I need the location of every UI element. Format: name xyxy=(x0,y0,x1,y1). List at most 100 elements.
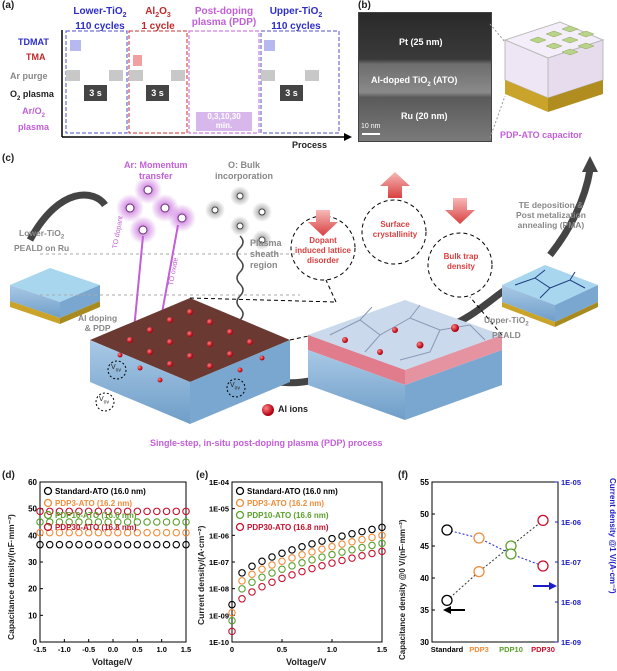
e-point xyxy=(308,564,316,573)
d-point xyxy=(104,507,112,516)
f-capacitance-point xyxy=(441,594,453,607)
d-point xyxy=(133,518,142,526)
e-point xyxy=(358,527,366,536)
e-point xyxy=(338,556,346,565)
d-xlabel: Voltage/V xyxy=(92,657,133,667)
e-point xyxy=(288,554,296,562)
f-ytick-left-label: 45 xyxy=(420,542,429,551)
e-point xyxy=(378,539,386,548)
row-label-tdmat: TDMAT xyxy=(18,37,49,47)
d-point xyxy=(162,518,171,526)
e-point xyxy=(378,523,386,532)
f-right-axis-arrowhead xyxy=(549,582,557,590)
c-arrow-1 xyxy=(26,191,108,242)
d-point xyxy=(75,528,83,537)
d-ytick-label: 0 xyxy=(33,638,38,647)
e-point xyxy=(298,559,306,567)
e-xtick-label: 0 xyxy=(230,645,234,654)
f-xtick-label: PDP3 xyxy=(469,645,489,654)
f-ytick-right-label: 1E-08 xyxy=(561,598,581,607)
f-ytick-right-label: 1E-05 xyxy=(561,478,581,487)
e-point xyxy=(268,569,276,577)
cap-ru-right xyxy=(548,80,603,112)
e-point xyxy=(238,585,246,593)
lower-peald-label: Lower-TiO2 PEALD on Ru xyxy=(14,228,70,253)
d-point xyxy=(84,518,93,526)
d-point xyxy=(36,540,44,549)
dopant-disorder-label: Dopant induced lattice disorder xyxy=(294,236,351,265)
d-point xyxy=(123,540,132,549)
time-label-1: 3 s xyxy=(89,88,102,98)
plasma-sheath-label: Plasma sheath region xyxy=(250,238,282,270)
e-legend-marker xyxy=(235,522,245,532)
e-point xyxy=(298,567,306,576)
f-ytick-right-label: 1E-09 xyxy=(561,638,581,647)
d-point xyxy=(45,540,54,549)
tdmat-pulse-2 xyxy=(264,40,275,51)
row-label-o2-plasma: O2 plasma xyxy=(10,89,54,102)
d-point xyxy=(182,507,190,516)
d-xtick-label: 1.0 xyxy=(156,645,166,654)
f-xtick-label: PDP10 xyxy=(499,645,523,654)
d-point xyxy=(133,540,142,549)
e-point xyxy=(368,525,376,534)
tem-image: Pt (25 nm) Al-doped TiO2 (ATO) Ru (20 nm… xyxy=(358,12,492,142)
stage-upper-box xyxy=(260,30,340,134)
panel-f-label: (f) xyxy=(398,470,408,481)
e-ytick-label: 1E-06 xyxy=(209,531,229,540)
stage-pdp-box xyxy=(188,30,260,134)
row-label-aro2-plasma: Ar/O2 plasma xyxy=(18,106,50,132)
e-point xyxy=(288,562,296,570)
d-xtick-label: 1.5 xyxy=(181,645,191,654)
e-legend-text: PDP10-ATO (16.6 nm) xyxy=(247,511,329,520)
f-ytick-left-label: 40 xyxy=(420,574,429,583)
e-xtick-label: 0.5 xyxy=(277,645,287,654)
e-point xyxy=(248,562,256,571)
e-xtick-label: 1.0 xyxy=(327,645,337,654)
d-point xyxy=(36,518,44,526)
e-point xyxy=(268,553,276,561)
e-point xyxy=(338,540,346,548)
d-point xyxy=(182,528,190,537)
d-ytick-label: 20 xyxy=(28,585,37,594)
f-left-axis-arrowhead xyxy=(443,606,451,614)
d-point xyxy=(172,518,181,526)
ar-pulse-2 xyxy=(109,70,123,81)
e-legend-text: PDP3-ATO (16.2 nm) xyxy=(247,499,324,508)
e-point xyxy=(248,588,256,596)
d-legend-marker xyxy=(43,498,53,508)
d-point xyxy=(94,528,103,537)
e-point xyxy=(308,540,316,548)
e-ytick-label: 1E-10 xyxy=(209,638,229,647)
e-point xyxy=(248,578,256,587)
f-current-point xyxy=(473,532,485,544)
ar-pulse-6 xyxy=(305,70,319,81)
c-arrow-4 xyxy=(547,169,594,258)
e-point xyxy=(328,534,336,543)
e-point xyxy=(318,537,326,545)
d-point xyxy=(65,528,73,537)
d-point xyxy=(75,540,83,549)
d-legend-marker xyxy=(43,486,53,496)
ar-pulse-3 xyxy=(129,70,143,81)
f-ytick-left-label: 50 xyxy=(420,510,429,519)
d-point xyxy=(143,528,151,537)
d-point xyxy=(94,518,103,526)
cap-electrodes xyxy=(529,25,595,56)
e-legend-marker xyxy=(235,498,245,508)
f-current-point xyxy=(505,548,517,560)
e-point xyxy=(238,569,246,577)
e-point xyxy=(348,546,356,554)
o2-pulse-2 xyxy=(146,85,169,101)
e-point xyxy=(368,533,376,542)
row-label-ar-purge: Ar purge xyxy=(10,71,48,81)
e-point xyxy=(268,561,276,569)
tem-scale-bar xyxy=(362,133,380,135)
e-point xyxy=(348,538,356,546)
d-legend-text: PDP30-ATO (16.8 nm) xyxy=(55,523,137,532)
f-ytick-right-label: 1E-06 xyxy=(561,518,581,527)
o-bulk-label: O: Bulk incorporation xyxy=(215,160,273,181)
a-axis-arrow xyxy=(344,133,352,141)
